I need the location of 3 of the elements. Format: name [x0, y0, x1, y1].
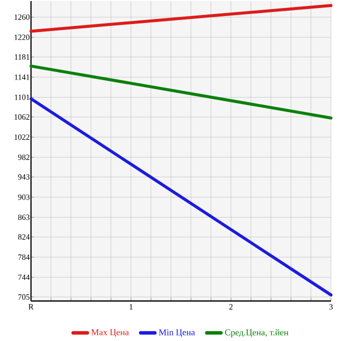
legend-label: Min Цена [158, 329, 195, 338]
legend-label: Max Цена [91, 329, 129, 338]
legend-label: Сред.Цена, т.йен [225, 329, 288, 338]
